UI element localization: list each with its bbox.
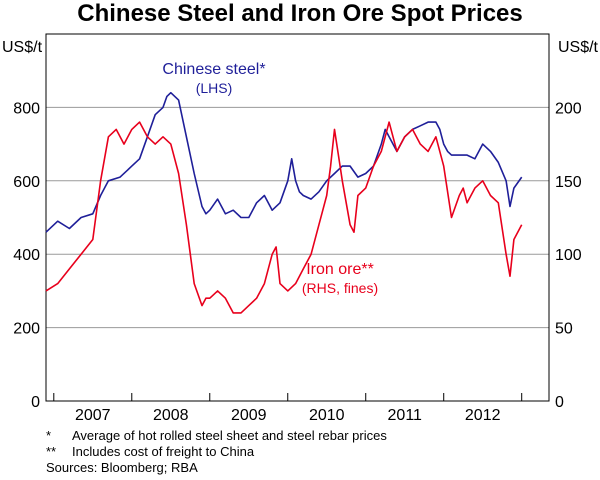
y-axis-label-left: US$/t <box>2 39 43 56</box>
sources-note: Sources: Bloomberg; RBA <box>46 460 198 475</box>
iron-ore-series-label: Iron ore** <box>306 261 374 278</box>
steel-price-line <box>45 91 523 233</box>
y-tick-label-right: 150 <box>555 174 582 191</box>
footnote-steel: * Average of hot rolled steel sheet and s… <box>46 428 387 443</box>
y-tick-label-right: 200 <box>555 100 582 117</box>
x-tick-label: 2010 <box>309 407 345 424</box>
x-tick-label: 2007 <box>75 407 111 424</box>
steel-series-axis-note: (LHS) <box>196 80 233 96</box>
iron-ore-series-axis-note: (RHS, fines) <box>302 280 378 296</box>
iron-ore-price-line <box>45 121 523 314</box>
chart-title: Chinese Steel and Iron Ore Spot Prices <box>77 0 523 27</box>
y-tick-label-left: 400 <box>13 247 40 264</box>
plot-frame <box>45 33 550 402</box>
y-tick-label-left: 200 <box>13 321 40 338</box>
y-tick-label-left: 0 <box>31 394 40 411</box>
steel-series-label: Chinese steel* <box>162 61 265 78</box>
y-tick-label-left: 800 <box>13 100 40 117</box>
x-tick-label: 2009 <box>231 407 267 424</box>
footnote-iron-ore: ** Includes cost of freight to China <box>46 444 255 459</box>
x-tick-label: 2008 <box>153 407 189 424</box>
y-tick-label-right: 0 <box>555 394 564 411</box>
y-tick-label-right: 50 <box>555 321 573 338</box>
y-tick-label-left: 600 <box>13 174 40 191</box>
x-tick-label: 2011 <box>388 407 423 424</box>
chart-notes: * Average of hot rolled steel sheet and s… <box>46 428 387 476</box>
y-tick-label-right: 100 <box>555 247 582 264</box>
x-tick-label: 2012 <box>465 407 501 424</box>
y-axis-label-right: US$/t <box>558 39 599 56</box>
